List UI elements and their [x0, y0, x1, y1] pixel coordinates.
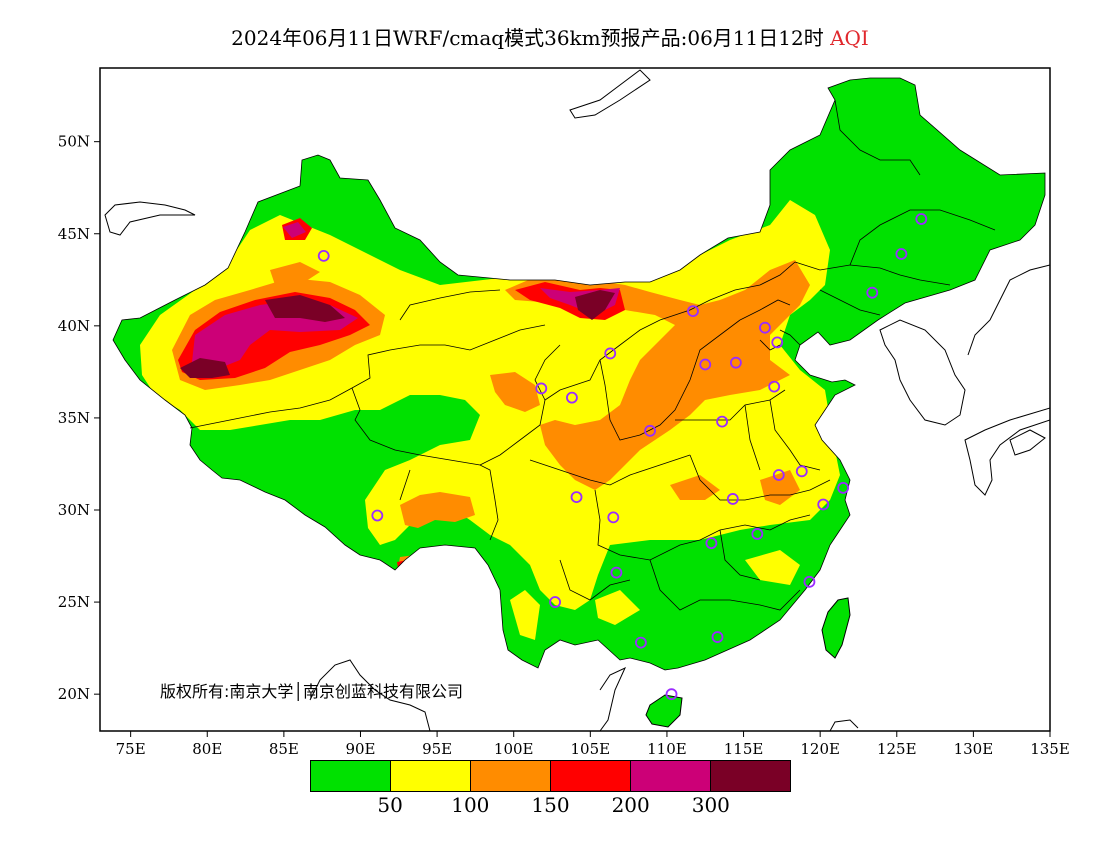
station-marker [726, 493, 739, 505]
lat-tick-label: 40N [58, 317, 90, 335]
station-marker [771, 336, 784, 349]
station-marker [687, 305, 699, 318]
latitude-axis: 50N 45N 40N 35N 30N 25N 20N [58, 133, 100, 703]
title-variable: AQI [830, 26, 869, 50]
aqi-colorbar-labels: 50 100 150 200 300 [310, 793, 791, 819]
lat-tick-label: 25N [58, 593, 90, 611]
copyright-notice: 版权所有:南京大学│南京创蓝科技有限公司 [160, 681, 463, 701]
map-title: 2024年06月11日WRF/cmaq模式36km预报产品:06月11日12时 … [0, 22, 1100, 51]
station-marker [895, 248, 908, 260]
lon-tick-label: 105E [571, 740, 611, 758]
station-marker [699, 358, 712, 371]
station-marker [644, 424, 656, 437]
colorbar-threshold-label: 300 [691, 793, 730, 817]
map-frame [99, 67, 1051, 732]
lat-tick-label: 30N [58, 501, 90, 519]
station-marker [817, 498, 830, 511]
lon-tick-label: 95E [422, 740, 452, 758]
station-marker [566, 391, 578, 404]
station-marker [705, 537, 718, 550]
station-marker [711, 631, 724, 643]
lon-tick-label: 125E [877, 740, 917, 758]
lat-tick-label: 50N [58, 133, 90, 151]
station-marker [607, 511, 620, 524]
colorbar-swatch [711, 761, 790, 791]
station-marker [665, 688, 678, 701]
monitoring-stations [317, 213, 928, 701]
colorbar-swatch [471, 761, 551, 791]
lat-tick-label: 35N [58, 409, 90, 427]
station-marker [610, 566, 623, 579]
lon-tick-label: 110E [647, 740, 687, 758]
station-marker [751, 528, 764, 540]
colorbar-threshold-label: 100 [451, 793, 490, 817]
station-marker [570, 491, 583, 504]
station-marker [772, 469, 785, 481]
station-marker [915, 213, 928, 225]
station-marker [549, 596, 561, 608]
station-marker [604, 347, 617, 360]
station-marker [371, 509, 384, 522]
colorbar-threshold-label: 150 [531, 793, 570, 817]
lat-tick-label: 45N [58, 225, 90, 243]
colorbar-swatch [551, 761, 631, 791]
lon-tick-label: 135E [1030, 740, 1070, 758]
longitude-axis: 75E 80E 85E 90E 95E 100E 105E 110E 115E 120E 125E 1… [116, 731, 1070, 758]
lon-tick-label: 85E [269, 740, 299, 758]
aqi-colorbar [310, 760, 791, 792]
aqi-field [113, 78, 1045, 670]
lat-tick-label: 20N [58, 685, 90, 703]
lon-tick-label: 80E [192, 740, 222, 758]
neighbour-coastlines [104, 69, 1050, 731]
colorbar-threshold-label: 200 [611, 793, 650, 817]
title-main: 2024年06月11日WRF/cmaq模式36km预报产品:06月11日12时 [231, 26, 824, 50]
colorbar-swatch [311, 761, 391, 791]
station-marker [716, 415, 728, 428]
colorbar-swatch [631, 761, 711, 791]
station-marker [317, 249, 330, 262]
lon-tick-label: 120E [800, 740, 840, 758]
station-marker [759, 321, 771, 334]
lon-tick-label: 75E [116, 740, 146, 758]
hainan-island [645, 694, 683, 728]
station-marker [535, 382, 548, 395]
colorbar-threshold-label: 50 [377, 793, 403, 817]
station-marker [795, 465, 808, 478]
station-marker [729, 356, 742, 369]
station-marker [803, 575, 816, 588]
colorbar-swatch [391, 761, 471, 791]
lon-tick-label: 115E [724, 740, 764, 758]
lon-tick-label: 130E [954, 740, 994, 758]
station-marker [634, 636, 647, 649]
taiwan-island [821, 597, 851, 659]
station-marker [866, 286, 879, 299]
lon-tick-label: 90E [345, 740, 375, 758]
lon-tick-label: 100E [494, 740, 534, 758]
station-marker [837, 481, 850, 494]
station-marker [768, 380, 781, 393]
